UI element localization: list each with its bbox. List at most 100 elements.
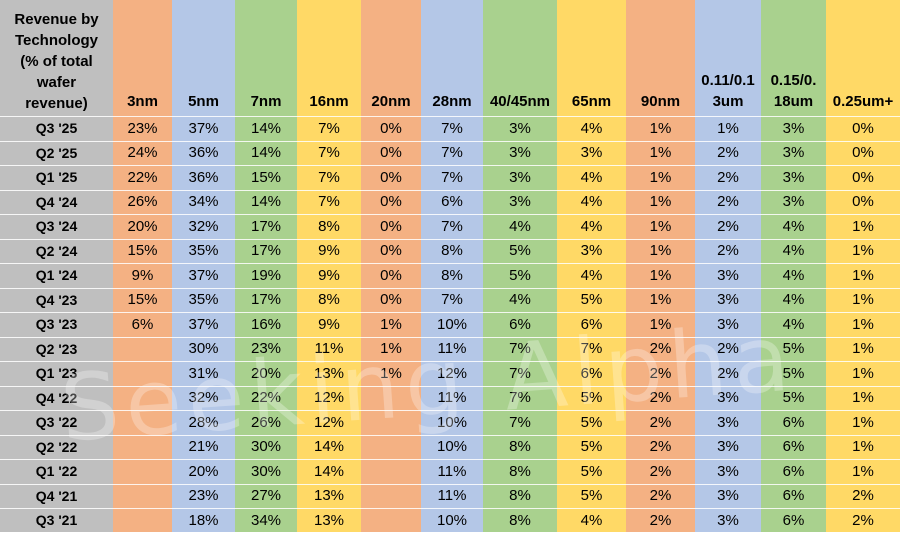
row-label: Q4 '24 <box>35 193 78 210</box>
table-cell: 4% <box>580 168 603 186</box>
row-label: Q1 '25 <box>35 169 78 186</box>
table-cell: 1% <box>717 119 739 137</box>
table-cell: 0% <box>380 291 402 309</box>
table-cell: 3% <box>580 242 603 260</box>
table-cell <box>361 508 421 533</box>
table-cell: 1% <box>649 119 672 137</box>
table-cell: 4% <box>782 315 805 333</box>
column-header: 40/45nm <box>489 93 551 110</box>
table-cell: 5% <box>782 389 805 407</box>
table-cell: 0% <box>380 217 402 235</box>
table-cell: 3% <box>580 144 603 162</box>
row-divider <box>0 434 900 436</box>
column-header: 3nm <box>127 93 158 110</box>
column-header: 0.11/0.1 3um <box>701 72 755 110</box>
table-cell: 1% <box>649 144 672 162</box>
header-label: Revenue by Technology (% of total wafer reve… <box>14 11 99 112</box>
table-cell: 35% <box>188 291 219 309</box>
table-cell: 17% <box>250 291 282 309</box>
table-cell: 4% <box>509 291 531 309</box>
table-cell: 2% <box>649 364 672 382</box>
table-cell: 7% <box>441 144 463 162</box>
column-header: 65nm <box>571 93 612 110</box>
table-cell: 36% <box>188 144 219 162</box>
table-cell: 2% <box>649 511 672 529</box>
column-28nm: 28nm 7% 7% 7% 6% 7% 8% 8% 7% 10% 11% 12% 11% 10% 10% 11… <box>421 0 483 532</box>
table-cell: 14% <box>250 119 282 137</box>
table-cell: 26% <box>127 193 158 211</box>
table-cell: 0% <box>380 144 402 162</box>
table-cell: 37% <box>188 119 219 137</box>
table-cell: 4% <box>509 217 531 235</box>
column-20nm: 20nm 0% 0% 0% 0% 0% 0% 0% 0% 1% 1% 1% <box>361 0 421 532</box>
table-cell: 5% <box>509 242 531 260</box>
table-cell: 5% <box>580 438 603 456</box>
table-cell: 6% <box>580 315 603 333</box>
table-cell <box>361 386 421 411</box>
table-cell <box>113 386 172 411</box>
row-label: Q3 '23 <box>35 316 78 333</box>
table-cell: 2% <box>717 168 739 186</box>
table-cell: 8% <box>441 242 463 260</box>
row-divider <box>0 287 900 289</box>
table-cell: 5% <box>782 340 805 358</box>
table-cell: 5% <box>580 487 603 505</box>
table-cell: 8% <box>509 511 531 529</box>
table-cell: 20% <box>250 364 282 382</box>
table-cell: 3% <box>717 389 739 407</box>
table-cell: 17% <box>250 242 282 260</box>
row-divider <box>0 165 900 166</box>
table-cell: 5% <box>580 413 603 431</box>
table-cell: 1% <box>649 315 672 333</box>
table-cell <box>113 361 172 386</box>
table-cell: 10% <box>436 511 468 529</box>
row-label: Q3 '21 <box>35 512 78 529</box>
row-label: Q4 '22 <box>35 389 78 406</box>
table-cell: 4% <box>580 266 603 284</box>
row-divider <box>0 532 900 534</box>
table-cell: 28% <box>188 413 219 431</box>
table-cell: 7% <box>509 413 531 431</box>
table-cell: 8% <box>318 217 340 235</box>
table-cell: 1% <box>852 242 874 260</box>
table-cell: 1% <box>852 217 874 235</box>
table-cell: 3% <box>717 487 739 505</box>
column-header: 7nm <box>250 93 282 110</box>
table-cell: 30% <box>188 340 219 358</box>
table-cell: 5% <box>580 389 603 407</box>
table-cell: 2% <box>852 511 874 529</box>
row-divider <box>0 263 900 264</box>
table-cell: 21% <box>188 438 219 456</box>
table-cell: 1% <box>852 438 874 456</box>
table-cell: 8% <box>441 266 463 284</box>
table-cell: 4% <box>580 511 603 529</box>
table-cell: 3% <box>782 144 805 162</box>
table-cell: 9% <box>318 315 340 333</box>
row-divider <box>0 508 900 509</box>
row-label: Q3 '22 <box>35 414 78 431</box>
column-65nm: 65nm 4% 3% 4% 4% 4% 3% 4% 5% 6% 7% 6% 5% 5% 5% 5% 5% 4% <box>557 0 626 532</box>
row-label-column: Revenue by Technology (% of total wafer reve… <box>0 0 113 532</box>
table-cell: 4% <box>580 193 603 211</box>
table-cell: 11% <box>437 487 467 505</box>
table-cell: 0% <box>380 266 402 284</box>
table-cell: 3% <box>509 168 531 186</box>
row-label: Q2 '23 <box>35 340 78 357</box>
table-cell: 0% <box>852 168 874 186</box>
table-cell: 3% <box>509 193 531 211</box>
table-cell: 1% <box>852 389 874 407</box>
table-cell: 37% <box>188 315 219 333</box>
table-cell: 2% <box>717 242 739 260</box>
row-label: Q1 '24 <box>35 267 78 284</box>
table-cell <box>113 337 172 362</box>
table-cell: 0% <box>852 119 874 137</box>
table-cell: 19% <box>250 266 282 284</box>
table-cell: 3% <box>717 291 739 309</box>
table-cell: 13% <box>313 364 345 382</box>
table-cell: 3% <box>717 438 739 456</box>
row-divider <box>0 483 900 485</box>
table-cell: 1% <box>649 217 672 235</box>
table-cell: 11% <box>437 462 467 480</box>
table-cell: 8% <box>509 487 531 505</box>
row-label: Q4 '23 <box>35 291 78 308</box>
